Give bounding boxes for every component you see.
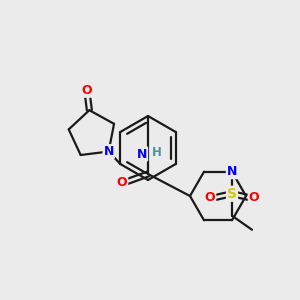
Text: O: O xyxy=(82,84,92,97)
Text: N: N xyxy=(103,145,114,158)
Text: S: S xyxy=(227,187,237,201)
Text: O: O xyxy=(249,191,259,204)
Text: H: H xyxy=(152,146,162,160)
Text: N: N xyxy=(227,165,237,178)
Text: N: N xyxy=(137,148,147,160)
Text: O: O xyxy=(117,176,127,188)
Text: O: O xyxy=(205,191,215,204)
